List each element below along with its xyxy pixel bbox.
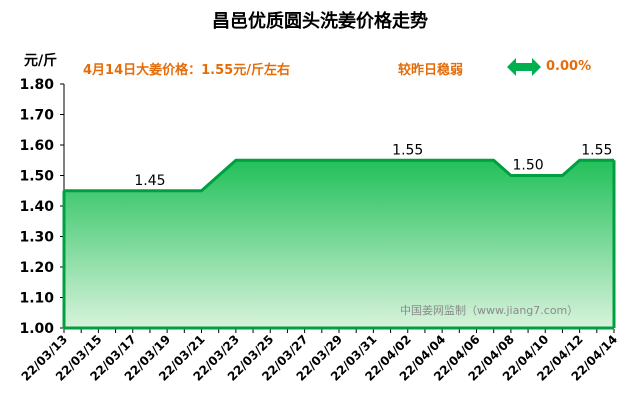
price-area bbox=[64, 160, 614, 328]
compare-label: 较昨日稳弱 bbox=[398, 63, 464, 78]
data-label: 1.50 bbox=[512, 158, 543, 174]
double-arrow-icon bbox=[507, 58, 541, 76]
y-tick-label: 1.70 bbox=[19, 108, 54, 124]
y-tick-label: 1.80 bbox=[19, 77, 54, 93]
change-value: 0.00% bbox=[546, 59, 592, 74]
watermark: 中国姜网监制（www.jiang7.com） bbox=[400, 303, 578, 317]
y-tick-label: 1.20 bbox=[19, 260, 54, 276]
x-axis: 22/03/1322/03/1522/03/1722/03/1922/03/21… bbox=[19, 328, 620, 384]
y-tick-label: 1.50 bbox=[19, 169, 54, 185]
price-series bbox=[62, 158, 616, 330]
data-label: 1.55 bbox=[581, 142, 612, 158]
y-tick-label: 1.30 bbox=[19, 230, 54, 246]
y-axis-unit: 元/斤 bbox=[24, 53, 58, 69]
y-tick-label: 1.60 bbox=[19, 138, 54, 154]
data-label: 1.45 bbox=[134, 173, 165, 189]
y-tick-label: 1.10 bbox=[19, 291, 54, 307]
y-tick-label: 1.40 bbox=[19, 199, 54, 215]
data-label: 1.55 bbox=[392, 142, 423, 158]
price-line bbox=[64, 158, 614, 193]
chart-title: 昌邑优质圆头洗姜价格走势 bbox=[212, 11, 428, 32]
y-tick-label: 1.00 bbox=[19, 321, 54, 337]
data-labels: 1.45 1.55 1.50 1.55 bbox=[134, 142, 612, 189]
price-notice: 4月14日大姜价格：1.55元/斤左右 bbox=[83, 63, 290, 78]
y-axis: 1.00 1.10 1.20 1.30 1.40 1.50 1.60 1.70 1.80 bbox=[19, 77, 65, 337]
